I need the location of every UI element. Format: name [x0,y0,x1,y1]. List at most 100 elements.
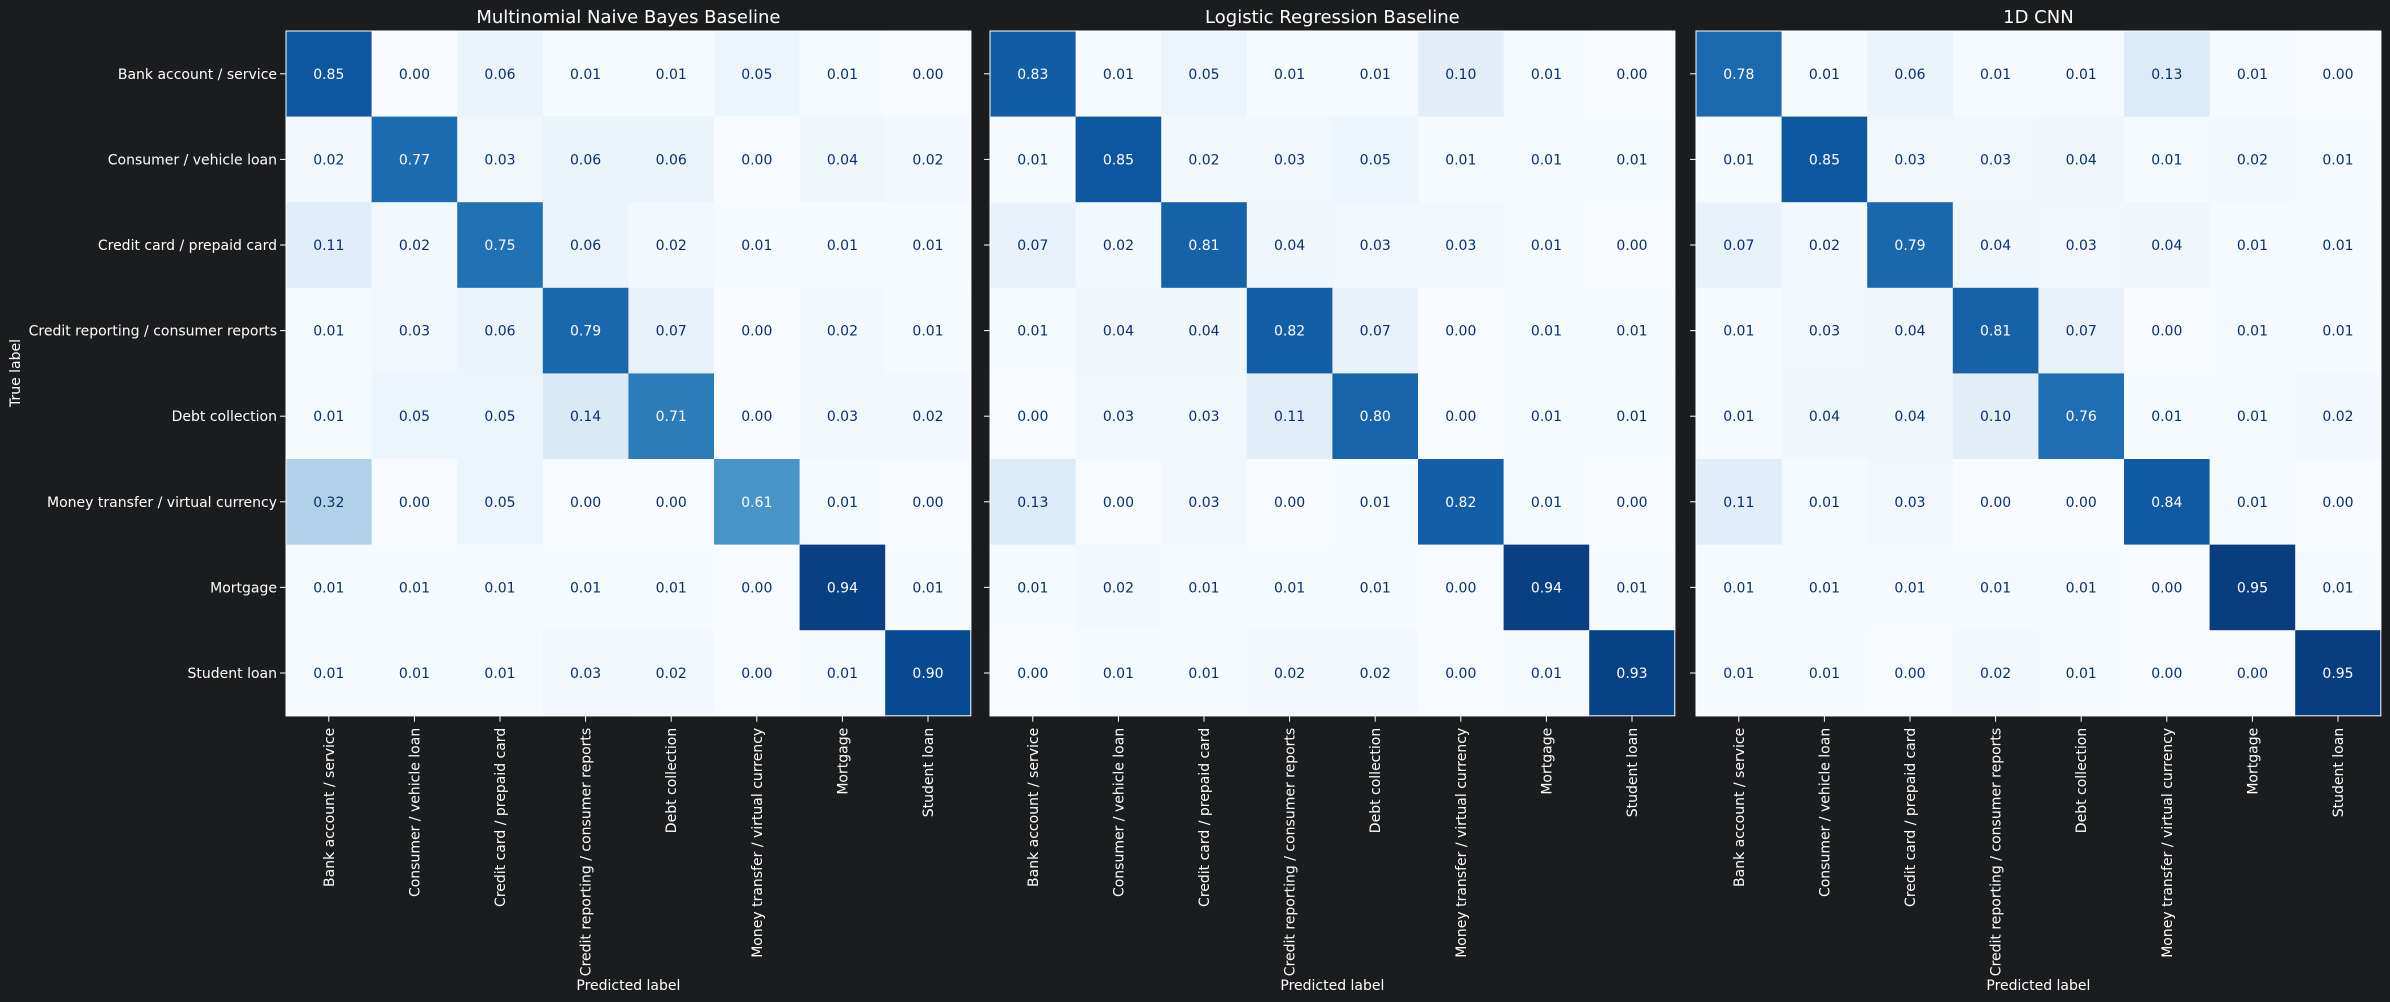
cell-value-label: 0.01 [1445,152,1476,168]
cell-value-label: 0.13 [1017,495,1048,511]
heatmap-cell [457,373,544,460]
heatmap-cell [1246,630,1333,717]
cell-value-label: 0.01 [2322,580,2353,596]
x-tick-label: Mortgage [2245,728,2261,795]
heatmap-cell [990,287,1077,374]
heatmap-cell [2038,544,2125,631]
cell-value-label: 0.01 [1360,495,1391,511]
cell-value-label: 0.85 [313,67,344,83]
cell-value-label: 0.01 [1616,152,1647,168]
heatmap-cell [1161,287,1248,374]
heatmap-cell [1246,116,1333,203]
cell-value-label: 0.05 [484,495,515,511]
heatmap-cell [286,630,373,717]
cell-value-label: 0.06 [656,152,687,168]
cell-value-label: 0.61 [741,495,772,511]
cell-value-label: 0.01 [1723,580,1754,596]
cell-value-label: 0.01 [1017,324,1048,340]
heatmap-cell [1781,544,1868,631]
x-tick-label: Money transfer / virtual currency [1454,728,1470,958]
cell-value-label: 0.03 [2066,238,2097,254]
cell-value-label: 0.01 [2237,238,2268,254]
heatmap-cell [286,116,373,203]
cell-value-label: 0.03 [1980,152,2011,168]
cell-value-label: 0.01 [399,666,430,682]
cell-value-label: 0.79 [1894,238,1925,254]
cell-value-label: 0.03 [1360,238,1391,254]
cell-value-label: 0.00 [912,495,943,511]
x-tick-label: Debt collection [2074,728,2090,833]
heatmap-cell [714,202,801,289]
cell-value-label: 0.00 [741,666,772,682]
heatmap-cell [1696,459,1783,546]
x-tick-label: Credit card / prepaid card [493,728,509,907]
cell-value-label: 0.77 [399,152,430,168]
cell-value-label: 0.01 [2237,324,2268,340]
heatmap-cell [990,31,1077,118]
cell-value-label: 0.04 [2066,152,2097,168]
cell-value-label: 0.81 [1188,238,1219,254]
x-tick-label: Money transfer / virtual currency [750,728,766,958]
cell-value-label: 0.95 [2237,580,2268,596]
cell-value-label: 0.01 [2322,238,2353,254]
heatmap-cell [799,459,886,546]
cell-value-label: 0.01 [1809,580,1840,596]
cell-value-label: 0.84 [2151,495,2182,511]
heatmap-cell [714,630,801,717]
heatmap-cell [1867,630,1954,717]
heatmap-cell [1781,373,1868,460]
heatmap-cell [1589,31,1676,118]
cell-value-label: 0.01 [656,580,687,596]
heatmap-cell [1332,459,1419,546]
heatmap-cell [2038,630,2125,717]
heatmap-cell [1075,373,1162,460]
heatmap-cell [799,31,886,118]
heatmap-cell [714,373,801,460]
cell-value-label: 0.85 [1809,152,1840,168]
x-tick-label: Debt collection [664,728,680,833]
heatmap-cell [457,116,544,203]
cell-value-label: 0.01 [1723,409,1754,425]
cell-value-label: 0.93 [1616,666,1647,682]
cell-value-label: 0.01 [399,580,430,596]
cell-value-label: 0.01 [2237,495,2268,511]
heatmap-cell [1952,459,2039,546]
heatmap-cell [799,116,886,203]
cell-value-label: 0.01 [2237,67,2268,83]
cell-value-label: 0.11 [1274,409,1305,425]
heatmap-cell [885,202,972,289]
heatmap-cell [1867,202,1954,289]
heatmap-cell [2295,630,2382,717]
heatmap-cell [1952,116,2039,203]
heatmap-cell [2295,31,2382,118]
heatmap-cell [1503,544,1590,631]
cell-value-label: 0.04 [1980,238,2011,254]
heatmap-cell [542,116,629,203]
heatmap-cell [628,287,715,374]
heatmap-cell [885,31,972,118]
heatmap-cell [1418,202,1505,289]
cell-value-label: 0.03 [1274,152,1305,168]
cell-value-label: 0.76 [2066,409,2097,425]
heatmap-cell [1332,31,1419,118]
heatmap-cell [371,544,458,631]
heatmap-cell [885,544,972,631]
heatmap-cell [990,116,1077,203]
cell-value-label: 0.00 [1274,495,1305,511]
heatmap-cell [1781,116,1868,203]
heatmap-cell [2209,630,2296,717]
cell-value-label: 0.02 [1360,666,1391,682]
heatmap-cell [1418,287,1505,374]
cell-value-label: 0.02 [2237,152,2268,168]
cell-value-label: 0.05 [1188,67,1219,83]
cell-value-label: 0.82 [1445,495,1476,511]
cell-value-label: 0.01 [827,495,858,511]
heatmap-cell [1075,287,1162,374]
heatmap-cell [457,630,544,717]
heatmap-cell [371,31,458,118]
heatmap-cell [1589,116,1676,203]
heatmap-cell [1418,373,1505,460]
heatmap-cell [2209,544,2296,631]
heatmap-cell [990,544,1077,631]
cell-value-label: 0.00 [1445,580,1476,596]
